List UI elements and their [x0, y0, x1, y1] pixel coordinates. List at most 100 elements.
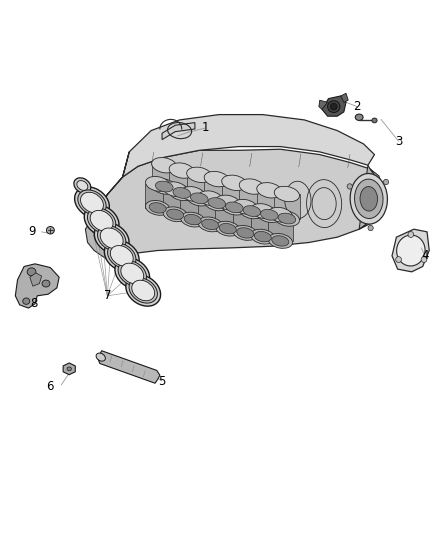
- Polygon shape: [162, 123, 195, 140]
- Ellipse shape: [145, 176, 170, 191]
- Ellipse shape: [347, 184, 352, 189]
- Ellipse shape: [268, 233, 293, 248]
- Polygon shape: [145, 184, 170, 208]
- Ellipse shape: [94, 223, 129, 254]
- Text: 8: 8: [31, 297, 38, 310]
- Polygon shape: [98, 351, 160, 383]
- Ellipse shape: [98, 225, 126, 251]
- Polygon shape: [341, 93, 348, 102]
- Polygon shape: [94, 149, 383, 260]
- Ellipse shape: [208, 198, 226, 208]
- Ellipse shape: [219, 223, 236, 234]
- Ellipse shape: [132, 280, 155, 301]
- Ellipse shape: [198, 191, 223, 206]
- Ellipse shape: [152, 179, 177, 194]
- Polygon shape: [359, 169, 385, 229]
- Polygon shape: [274, 194, 300, 219]
- Ellipse shape: [108, 243, 136, 269]
- Ellipse shape: [368, 225, 373, 231]
- Polygon shape: [257, 190, 282, 215]
- Ellipse shape: [169, 185, 194, 200]
- Ellipse shape: [204, 172, 230, 187]
- Polygon shape: [204, 179, 230, 203]
- Ellipse shape: [251, 204, 275, 219]
- Text: 2: 2: [353, 100, 361, 113]
- Ellipse shape: [74, 178, 91, 193]
- Ellipse shape: [239, 179, 265, 194]
- Ellipse shape: [274, 211, 300, 226]
- Ellipse shape: [27, 268, 36, 276]
- Polygon shape: [268, 215, 293, 241]
- Ellipse shape: [77, 181, 88, 190]
- Polygon shape: [180, 194, 205, 220]
- Ellipse shape: [226, 202, 243, 213]
- Polygon shape: [215, 203, 240, 229]
- Ellipse shape: [233, 199, 258, 214]
- Ellipse shape: [278, 213, 296, 224]
- Text: 3: 3: [395, 135, 402, 148]
- Ellipse shape: [330, 103, 337, 110]
- Ellipse shape: [184, 214, 201, 225]
- Ellipse shape: [163, 207, 187, 222]
- Polygon shape: [169, 171, 194, 193]
- Ellipse shape: [397, 235, 425, 266]
- Ellipse shape: [163, 182, 187, 197]
- Text: 6: 6: [46, 380, 54, 393]
- Ellipse shape: [354, 179, 383, 219]
- Polygon shape: [123, 115, 374, 177]
- Ellipse shape: [84, 205, 119, 236]
- Polygon shape: [152, 165, 177, 187]
- Polygon shape: [187, 175, 212, 198]
- Ellipse shape: [169, 163, 194, 178]
- Ellipse shape: [239, 204, 265, 219]
- Ellipse shape: [204, 196, 230, 211]
- Polygon shape: [319, 100, 328, 109]
- Ellipse shape: [272, 236, 289, 246]
- Polygon shape: [85, 152, 129, 260]
- Ellipse shape: [383, 179, 389, 184]
- Ellipse shape: [149, 203, 166, 213]
- Ellipse shape: [173, 188, 191, 198]
- Text: 7: 7: [103, 289, 111, 302]
- Ellipse shape: [372, 118, 377, 123]
- Ellipse shape: [180, 212, 205, 227]
- Ellipse shape: [129, 278, 157, 303]
- Polygon shape: [322, 96, 346, 116]
- Ellipse shape: [268, 207, 293, 222]
- Polygon shape: [222, 183, 247, 207]
- Ellipse shape: [115, 258, 150, 289]
- Ellipse shape: [222, 175, 247, 190]
- Polygon shape: [163, 189, 187, 214]
- Ellipse shape: [254, 231, 271, 242]
- Ellipse shape: [187, 191, 212, 206]
- Text: 4: 4: [421, 249, 429, 262]
- Ellipse shape: [78, 190, 106, 215]
- Ellipse shape: [152, 158, 177, 173]
- Ellipse shape: [257, 207, 282, 222]
- Ellipse shape: [261, 209, 278, 220]
- Ellipse shape: [104, 240, 139, 271]
- Ellipse shape: [126, 275, 161, 306]
- Ellipse shape: [328, 101, 340, 112]
- Polygon shape: [239, 187, 265, 211]
- Ellipse shape: [360, 187, 378, 211]
- Ellipse shape: [180, 187, 205, 201]
- Ellipse shape: [274, 187, 300, 201]
- Ellipse shape: [121, 263, 144, 284]
- Ellipse shape: [90, 211, 113, 231]
- Polygon shape: [63, 363, 75, 375]
- Ellipse shape: [396, 257, 401, 262]
- Ellipse shape: [350, 174, 388, 224]
- Ellipse shape: [42, 280, 50, 287]
- Ellipse shape: [355, 114, 363, 120]
- Ellipse shape: [215, 221, 240, 236]
- Polygon shape: [359, 165, 383, 229]
- Polygon shape: [233, 207, 258, 233]
- Polygon shape: [198, 198, 223, 224]
- Ellipse shape: [100, 228, 123, 248]
- Ellipse shape: [202, 219, 219, 230]
- Polygon shape: [251, 211, 275, 237]
- Ellipse shape: [222, 200, 247, 215]
- Ellipse shape: [67, 367, 71, 371]
- Ellipse shape: [237, 228, 254, 238]
